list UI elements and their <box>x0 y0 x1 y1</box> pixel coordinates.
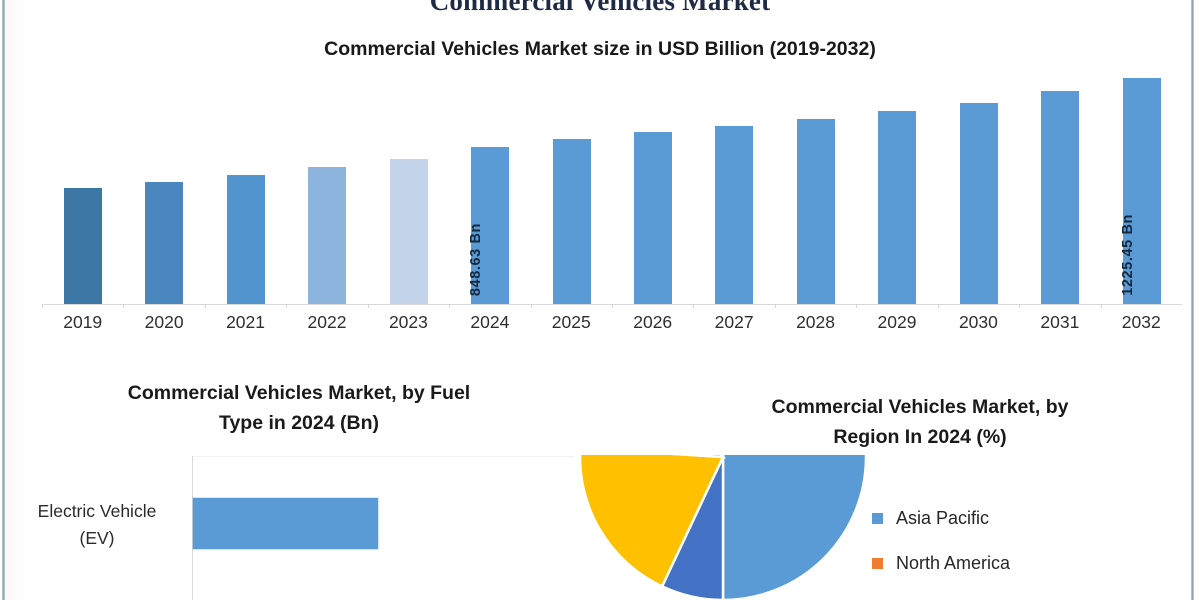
bar-2024 <box>471 147 510 304</box>
x-axis-tick <box>204 304 206 308</box>
bar-column <box>1019 64 1100 308</box>
x-axis-label-2023: 2023 <box>388 312 428 332</box>
fuel-chart-axis <box>192 456 193 600</box>
bar-column <box>530 64 612 308</box>
region-pie-chart <box>578 455 868 600</box>
legend-swatch-icon <box>872 513 883 524</box>
region-chart-title: Commercial Vehicles Market, by Region In… <box>640 392 1200 452</box>
fuel-category-line1: Electric Vehicle <box>37 501 157 521</box>
bar-column <box>123 64 204 308</box>
legend-label: Europe <box>896 598 954 600</box>
x-axis-label-2019: 2019 <box>63 312 103 332</box>
bar-column <box>367 64 449 308</box>
bar-column <box>204 64 286 308</box>
x-axis-tick <box>774 304 776 308</box>
bar-2031 <box>1041 91 1080 304</box>
x-axis-label-2024: 2024 <box>470 312 510 332</box>
x-axis-label-2031: 2031 <box>1040 312 1080 332</box>
market-size-bar-chart: 848.63 Bn 1225.45 Bn <box>42 64 1182 308</box>
bar-2022 <box>308 167 347 304</box>
x-axis-label-2028: 2028 <box>796 312 836 332</box>
x-axis-label-2021: 2021 <box>226 312 266 332</box>
bar-column <box>693 64 774 308</box>
bar-column <box>612 64 693 308</box>
bar-2025 <box>552 139 591 304</box>
fuel-chart-title-line2: Type in 2024 (Bn) <box>218 412 379 434</box>
page-right-border <box>1191 0 1194 600</box>
x-axis-tick <box>123 304 125 308</box>
bar-plot-area: 848.63 Bn 1225.45 Bn <box>42 64 1182 308</box>
legend-item: Europe <box>872 586 1172 600</box>
fuel-chart-title: Commercial Vehicles Market, by Fuel Type… <box>28 378 570 438</box>
x-axis-label-2026: 2026 <box>633 312 673 332</box>
x-axis-tick <box>856 304 858 308</box>
x-axis-tick <box>693 304 695 308</box>
fuel-category-line2: (EV) <box>79 528 115 548</box>
bar-chart-x-axis-labels: 2019 2020 2021 2022 2023 2024 2025 2026 2027 2028… <box>42 312 1182 336</box>
x-axis-label-2032: 2032 <box>1121 312 1161 332</box>
x-axis-tick <box>1019 304 1021 308</box>
bar-value-label-2032: 1225.45 Bn <box>1119 214 1136 296</box>
fuel-chart-bar-ev <box>193 498 378 549</box>
bar-chart-baseline <box>42 304 1182 305</box>
fuel-chart-top-gridline <box>192 456 574 457</box>
x-axis-label-2030: 2030 <box>958 312 998 332</box>
bar-column <box>856 64 937 308</box>
bar-2030 <box>959 103 998 304</box>
x-axis-tick <box>937 304 939 308</box>
bar-chart-title: Commercial Vehicles Market size in USD B… <box>324 38 876 60</box>
bar-column <box>286 64 367 308</box>
x-axis-tick <box>530 304 532 308</box>
x-axis-label-2022: 2022 <box>307 312 347 332</box>
bar-2019 <box>64 188 102 304</box>
region-pie-svg <box>578 455 868 600</box>
x-axis-tick <box>286 304 288 308</box>
x-axis-label-2029: 2029 <box>877 312 917 332</box>
bar-value-label-2024: 848.63 Bn <box>468 222 485 296</box>
page-title: Commercial Vehicles Market <box>429 0 771 16</box>
bar-2032 <box>1122 78 1161 304</box>
bar-column <box>774 64 856 308</box>
legend-label: North America <box>896 553 1011 573</box>
page-left-wash <box>5 0 27 600</box>
bar-2023 <box>389 159 428 304</box>
legend-item: Asia Pacific <box>872 496 1172 541</box>
x-axis-label-2020: 2020 <box>144 312 184 332</box>
bar-2028 <box>796 119 835 304</box>
legend-label: Asia Pacific <box>896 508 990 528</box>
legend-item: North America <box>872 541 1172 586</box>
legend-swatch-icon <box>872 558 883 569</box>
x-axis-tick <box>612 304 613 308</box>
fuel-chart-category-label: Electric Vehicle (EV) <box>8 498 186 552</box>
bar-2029 <box>878 111 917 304</box>
x-axis-tick <box>449 304 451 308</box>
bar-column: 848.63 Bn <box>449 64 530 308</box>
bar-column: 1225.45 Bn <box>1100 64 1182 308</box>
bar-2021 <box>226 175 265 304</box>
region-chart-title-line2: Region In 2024 (%) <box>833 426 1007 448</box>
x-axis-tick <box>367 304 369 308</box>
fuel-chart-title-line1: Commercial Vehicles Market, by Fuel <box>127 382 471 404</box>
x-axis-tick <box>42 304 43 308</box>
bar-2027 <box>715 126 754 304</box>
region-chart-title-line1: Commercial Vehicles Market, by <box>771 396 1069 418</box>
x-axis-tick <box>1100 304 1102 308</box>
pie-slice-europe <box>578 455 725 589</box>
pie-slice-asia-pacific <box>721 455 868 600</box>
pie-slice-middle-east-africa <box>671 455 727 459</box>
bar-column <box>42 64 123 308</box>
x-axis-label-2025: 2025 <box>551 312 591 332</box>
bar-2026 <box>634 132 672 304</box>
bar-column <box>937 64 1019 308</box>
page-left-border <box>2 0 5 600</box>
region-pie-legend: Asia Pacific North America Europe <box>872 496 1172 600</box>
x-axis-label-2027: 2027 <box>714 312 754 332</box>
bar-2020 <box>145 182 184 304</box>
